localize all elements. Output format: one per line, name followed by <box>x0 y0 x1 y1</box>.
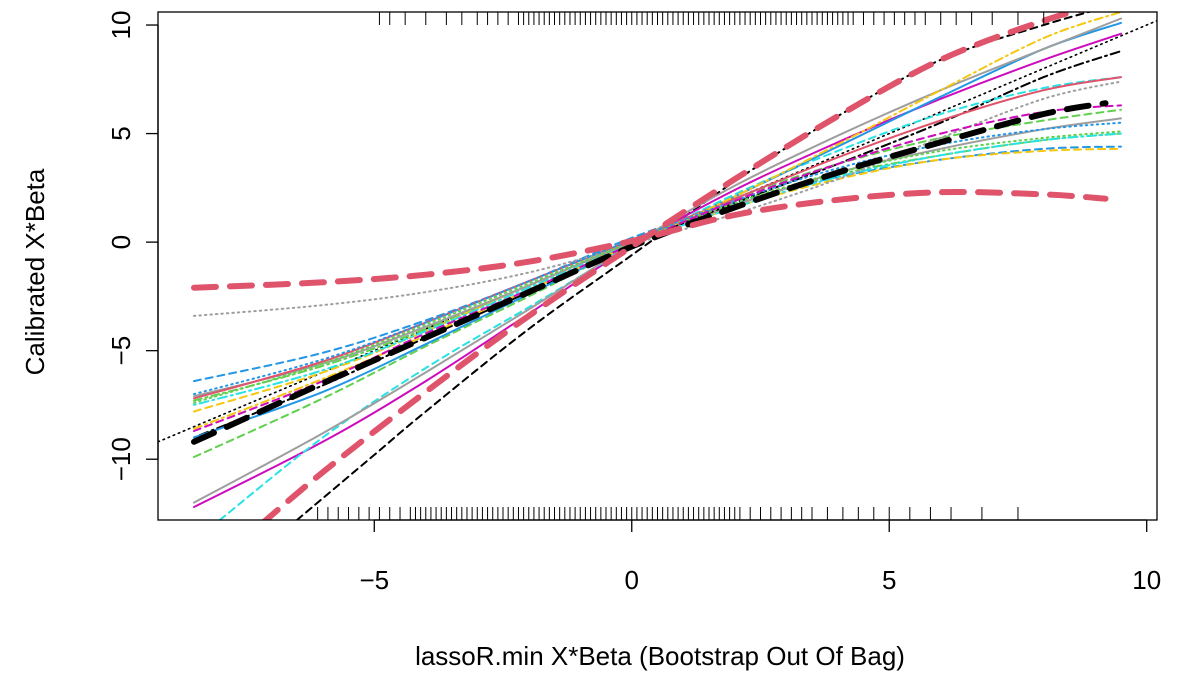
x-tick-label: 10 <box>1132 565 1161 595</box>
y-axis-label: Calibrated X*Beta <box>20 168 50 375</box>
series-line-2 <box>191 188 1109 291</box>
x-axis-label: lassoR.min X*Beta (Bootstrap Out Of Bag) <box>415 641 905 671</box>
x-tick-label: −5 <box>359 565 389 595</box>
y-tick-label: 5 <box>106 126 136 140</box>
reference-line <box>158 19 1157 443</box>
y-tick-label: −10 <box>106 437 136 481</box>
y-tick-label: −5 <box>106 336 136 366</box>
x-tick-label: 0 <box>625 565 639 595</box>
series-line-4 <box>193 145 1122 383</box>
series-line-19 <box>193 121 1122 396</box>
series-line-3 <box>261 12 1084 520</box>
y-axis: −10 −5 0 5 10 <box>106 11 159 481</box>
y-tick-label: 0 <box>106 235 136 249</box>
x-tick-label: 5 <box>882 565 896 595</box>
x-axis: −5 0 5 10 <box>359 519 1161 595</box>
y-tick-label: 10 <box>106 11 136 40</box>
series-layer <box>158 12 1157 520</box>
rug-layer <box>317 12 1045 520</box>
